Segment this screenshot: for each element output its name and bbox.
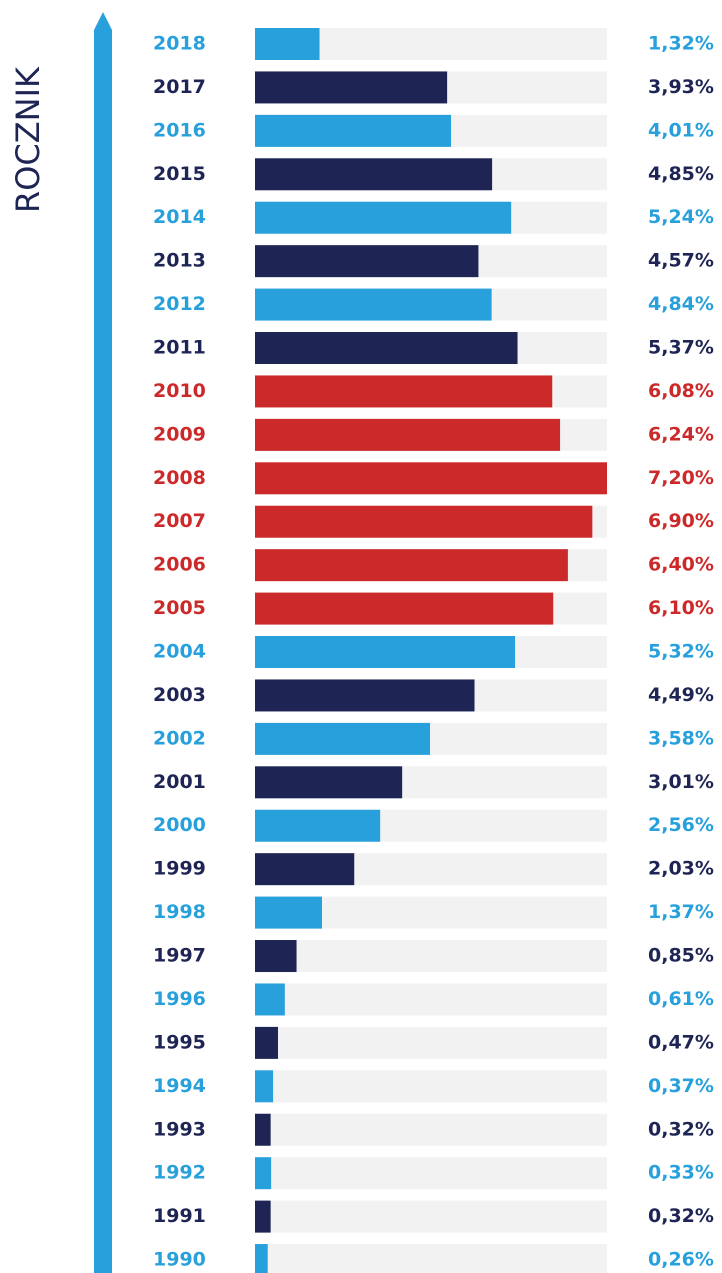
bar <box>255 1200 271 1233</box>
category-label: 2017 <box>153 76 206 98</box>
category-label: 2007 <box>153 510 206 532</box>
bar <box>255 1157 272 1190</box>
category-label: 2003 <box>153 684 206 706</box>
value-label: 0,26% <box>648 1249 714 1271</box>
bar <box>255 722 431 755</box>
category-label: 2016 <box>153 119 206 141</box>
category-label: 2004 <box>153 641 206 663</box>
value-label: 0,61% <box>648 988 714 1010</box>
category-label: 2014 <box>153 206 206 228</box>
bar-track <box>255 1157 607 1190</box>
bar-track <box>255 1200 607 1233</box>
value-label: 4,49% <box>648 684 714 706</box>
value-label: 6,24% <box>648 423 714 445</box>
axis-label: ROCZNIK <box>9 66 47 213</box>
category-label: 1999 <box>153 858 206 880</box>
category-label: 1995 <box>153 1031 206 1053</box>
bar <box>255 28 320 60</box>
bar <box>255 592 554 625</box>
value-label: 5,24% <box>648 206 714 228</box>
bar-track <box>255 1026 607 1059</box>
category-label: 2010 <box>153 380 206 402</box>
value-label: 4,01% <box>648 119 714 141</box>
bar-track <box>255 1070 607 1103</box>
bar <box>255 1070 274 1103</box>
bar <box>255 288 492 321</box>
bar <box>255 679 475 712</box>
category-label: 2002 <box>153 727 206 749</box>
value-label: 0,32% <box>648 1205 714 1227</box>
value-label: 6,08% <box>648 380 714 402</box>
bar <box>255 201 512 234</box>
bar-track <box>255 1113 607 1146</box>
bar-track <box>255 1244 607 1273</box>
bar <box>255 1026 278 1059</box>
bar <box>255 636 516 669</box>
value-label: 6,10% <box>648 597 714 619</box>
value-label: 7,20% <box>648 467 714 489</box>
bar <box>255 158 493 191</box>
bar-track <box>255 940 607 973</box>
bar <box>255 809 381 842</box>
value-label: 0,47% <box>648 1031 714 1053</box>
value-label: 3,58% <box>648 727 714 749</box>
bar <box>255 940 297 973</box>
value-label: 0,85% <box>648 945 714 967</box>
bar <box>255 114 452 147</box>
value-label: 1,37% <box>648 901 714 923</box>
category-label: 2006 <box>153 554 206 576</box>
category-label: 2000 <box>153 814 206 836</box>
value-label: 0,33% <box>648 1162 714 1184</box>
category-label: 2001 <box>153 771 206 793</box>
bar <box>255 1244 268 1273</box>
category-label: 1991 <box>153 1205 206 1227</box>
value-label: 4,84% <box>648 293 714 315</box>
category-label: 2018 <box>153 33 206 55</box>
category-label: 1998 <box>153 901 206 923</box>
bar <box>255 896 322 929</box>
bar-track <box>255 983 607 1016</box>
value-label: 0,37% <box>648 1075 714 1097</box>
value-label: 6,90% <box>648 510 714 532</box>
bar <box>255 245 479 278</box>
category-label: 2012 <box>153 293 206 315</box>
value-label: 4,85% <box>648 163 714 185</box>
value-label: 1,32% <box>648 33 714 55</box>
category-label: 2009 <box>153 423 206 445</box>
value-label: 3,01% <box>648 771 714 793</box>
value-label: 3,93% <box>648 76 714 98</box>
category-label: 1992 <box>153 1162 206 1184</box>
bar <box>255 1113 271 1146</box>
category-label: 1994 <box>153 1075 206 1097</box>
value-label: 6,40% <box>648 554 714 576</box>
category-label: 1993 <box>153 1118 206 1140</box>
bar <box>255 375 553 408</box>
category-label: 2008 <box>153 467 206 489</box>
category-label: 1997 <box>153 945 206 967</box>
category-label: 2015 <box>153 163 206 185</box>
category-label: 2005 <box>153 597 206 619</box>
axis-arrow <box>94 12 112 1273</box>
bar <box>255 983 285 1016</box>
bar <box>255 549 568 582</box>
value-label: 5,32% <box>648 641 714 663</box>
value-label: 5,37% <box>648 337 714 359</box>
category-label: 1990 <box>153 1249 206 1271</box>
category-label: 1996 <box>153 988 206 1010</box>
bar <box>255 462 607 495</box>
bar <box>255 853 355 886</box>
bar <box>255 332 518 365</box>
category-label: 2013 <box>153 250 206 272</box>
bar <box>255 505 593 538</box>
category-label: 2011 <box>153 337 206 359</box>
bar <box>255 71 448 104</box>
value-label: 0,32% <box>648 1118 714 1140</box>
bar <box>255 766 403 799</box>
value-label: 2,03% <box>648 858 714 880</box>
value-label: 4,57% <box>648 250 714 272</box>
bar <box>255 418 561 451</box>
value-label: 2,56% <box>648 814 714 836</box>
